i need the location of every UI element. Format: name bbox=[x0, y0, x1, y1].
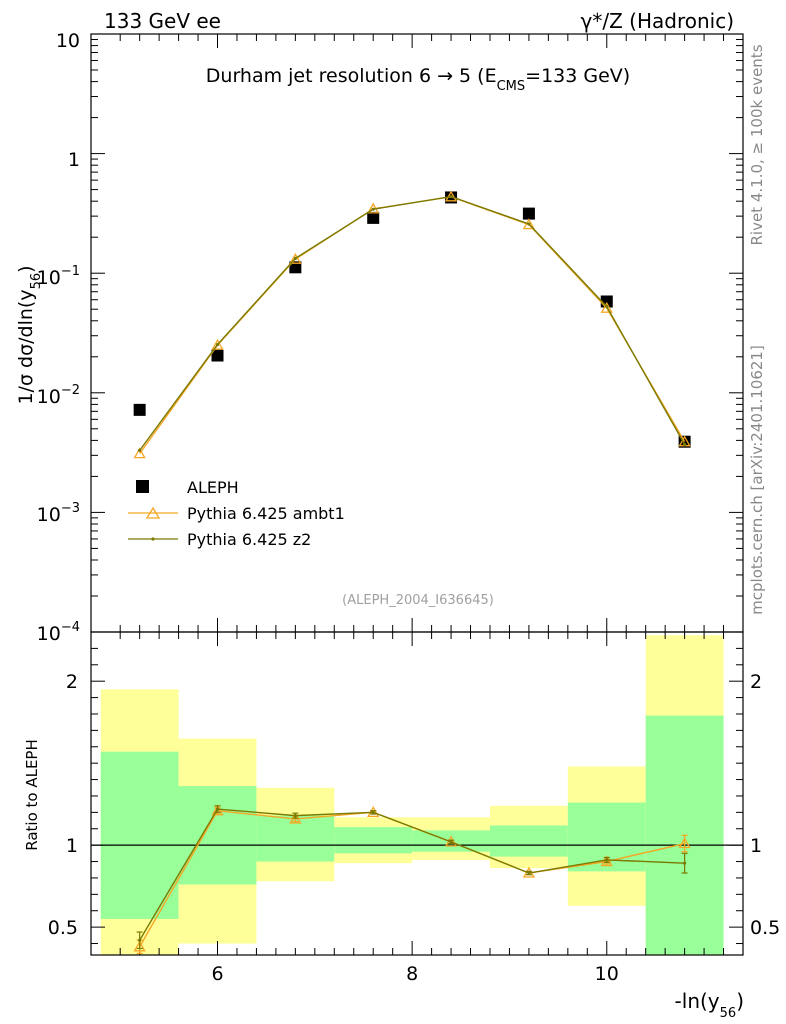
legend: ALEPH Pythia 6.425 ambt1 Pythia 6.425 z2 bbox=[128, 478, 345, 549]
legend-ambt1-marker bbox=[145, 506, 161, 519]
main-axis-ticks bbox=[91, 33, 743, 633]
y-tick-label-1e-1: 10−1 bbox=[37, 264, 80, 289]
z2-data-point bbox=[527, 222, 531, 226]
y-tick-label-1e-4: 10−4 bbox=[37, 620, 80, 645]
y-tick-label-10: 10 bbox=[56, 30, 80, 52]
z2-data-point bbox=[371, 207, 375, 211]
ratio-z2-point bbox=[683, 861, 687, 865]
ratio-z2-point bbox=[215, 807, 220, 811]
main-series-line-2 bbox=[139, 195, 686, 451]
ratio-y-tick-label: 1 bbox=[66, 835, 78, 857]
rivet-label: Rivet 4.1.0, ≥ 100k events bbox=[748, 44, 766, 245]
z2-data-point bbox=[449, 194, 453, 199]
main-series-line-1 bbox=[139, 196, 686, 455]
analysis-watermark: (ALEPH_2004_I636645) bbox=[342, 593, 494, 608]
aleph-data-point bbox=[211, 349, 224, 362]
main-title: Durham jet resolution 6 → 5 (ECMS=133 Ge… bbox=[206, 65, 630, 94]
ratio-series bbox=[133, 804, 691, 954]
z2-data-point bbox=[293, 256, 297, 260]
ambt1-data-point bbox=[211, 338, 224, 350]
ratio-ambt1-point bbox=[133, 940, 146, 952]
ratio-ambt1-point bbox=[678, 837, 691, 849]
ratio-y-tick-label: 0.5 bbox=[48, 917, 78, 939]
header-left-label: 133 GeV ee bbox=[104, 9, 221, 33]
ratio-z2-point bbox=[449, 840, 453, 844]
aleph-data-point bbox=[289, 261, 302, 274]
aleph-data-point bbox=[367, 211, 380, 224]
ratio-axis-ticks: 0.5 0.5 1 1 2 2 6 8 10 bbox=[48, 632, 780, 985]
z2-data-point bbox=[215, 342, 220, 347]
ratio-y-tick-label-right: 0.5 bbox=[750, 917, 780, 939]
ratio-ambt1-point bbox=[600, 855, 613, 867]
ratio-z2-point bbox=[527, 871, 531, 875]
ratio-series-line-1 bbox=[139, 808, 685, 941]
legend-ambt1-label: Pythia 6.425 ambt1 bbox=[187, 504, 345, 523]
ratio-y-tick-label: 2 bbox=[66, 671, 78, 693]
ratio-z2-point bbox=[371, 810, 375, 814]
ratio-z2-point bbox=[605, 858, 609, 862]
header-right-label: γ*/Z (Hadronic) bbox=[581, 9, 734, 33]
aleph-data-point bbox=[133, 403, 146, 416]
main-series bbox=[133, 190, 691, 459]
legend-aleph-label: ALEPH bbox=[187, 478, 239, 497]
legend-aleph-marker bbox=[136, 480, 149, 493]
z2-data-point bbox=[683, 442, 687, 447]
legend-z2-label: Pythia 6.425 z2 bbox=[187, 530, 311, 549]
ambt1-data-point bbox=[522, 218, 536, 230]
y-tick-label-1e-2: 10−2 bbox=[37, 383, 80, 408]
ratio-uncertainty-bands bbox=[100, 635, 724, 955]
ratio-panel-frame bbox=[90, 631, 744, 956]
ambt1-data-point bbox=[133, 447, 146, 459]
main-y-axis-label: 1/σ dσ/dln(y56) bbox=[15, 265, 44, 404]
y-tick-label-1e-3: 10−3 bbox=[37, 501, 80, 526]
legend-z2-marker bbox=[151, 537, 155, 541]
z2-data-point bbox=[605, 305, 609, 309]
x-tick-label: 8 bbox=[406, 963, 418, 985]
ratio-z2-point bbox=[138, 938, 142, 942]
ratio-green-band bbox=[178, 786, 257, 885]
ratio-green-band bbox=[100, 751, 179, 919]
x-axis-label: -ln(y56) bbox=[675, 989, 744, 1021]
y-tick-label-1: 1 bbox=[68, 149, 80, 171]
ratio-z2-point bbox=[293, 814, 297, 818]
ratio-y-tick-label-right: 2 bbox=[750, 671, 762, 693]
ratio-green-band bbox=[334, 827, 413, 854]
ratio-green-band bbox=[489, 825, 568, 857]
main-y-tick-labels: 10 1 10−1 10−2 10−3 10−4 bbox=[37, 30, 80, 645]
aleph-data-point bbox=[522, 207, 535, 220]
ratio-y-axis-label: Ratio to ALEPH bbox=[23, 739, 41, 851]
ambt1-data-point bbox=[600, 301, 613, 313]
ratio-ambt1-point bbox=[211, 804, 224, 816]
x-tick-label: 10 bbox=[595, 963, 619, 985]
ratio-y-tick-label-right: 1 bbox=[750, 835, 762, 857]
mcplots-label: mcplots.cern.ch [arXiv:2401.10621] bbox=[748, 345, 766, 615]
z2-data-point bbox=[138, 448, 142, 452]
ambt1-data-point bbox=[289, 252, 302, 264]
x-tick-label: 6 bbox=[211, 963, 223, 985]
